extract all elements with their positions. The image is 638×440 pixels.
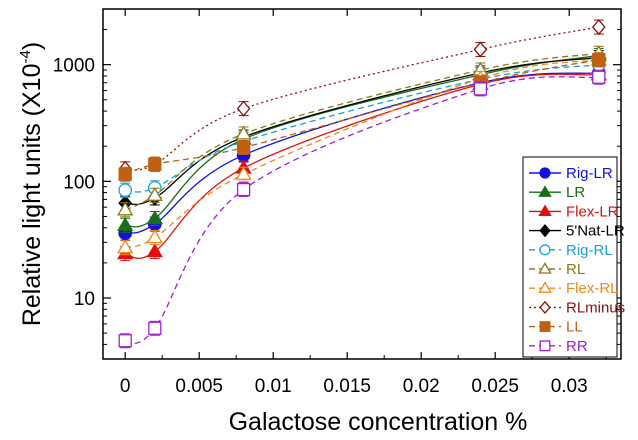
legend-label: 5'Nat-LR [566, 223, 625, 240]
x-tick-label: 0.015 [323, 376, 371, 397]
legend-label: RLminus [566, 299, 625, 316]
legend-marker [539, 321, 551, 333]
y-axis-label-exponent: -4 [17, 50, 34, 63]
data-point [592, 53, 606, 67]
legend-marker [538, 204, 552, 217]
data-point [146, 229, 163, 244]
legend-marker [539, 167, 551, 179]
legend-marker [539, 244, 551, 256]
legend-marker [538, 185, 552, 197]
legend: Rig-LR LR Flex-LR 5'Nat-LR Rig-RL RL Flex-RL RL… [522, 156, 625, 358]
x-tick-label: 0.02 [403, 376, 440, 397]
legend-marker [539, 224, 551, 238]
data-point [146, 210, 163, 225]
data-point [591, 19, 606, 36]
plot-frame [102, 8, 622, 360]
legend-marker [538, 281, 552, 293]
data-point [148, 157, 162, 171]
data-point [148, 321, 162, 335]
series-layer [117, 19, 607, 349]
x-tick-label: 0.005 [175, 376, 223, 397]
data-point [146, 186, 163, 201]
data-point [117, 239, 134, 254]
data-point [592, 70, 606, 84]
data-point [118, 183, 133, 198]
legend-label: LL [566, 319, 583, 336]
legend-marker [538, 262, 552, 274]
data-point [118, 167, 132, 181]
legend-label: LR [566, 184, 585, 201]
data-point [117, 216, 134, 231]
data-point [235, 125, 252, 140]
series-ll [118, 52, 606, 182]
x-tick-label: 0 [120, 376, 131, 397]
legend-marker [539, 300, 551, 314]
data-point [235, 165, 252, 180]
legend-label: Rig-RL [566, 242, 613, 259]
data-point [146, 243, 163, 258]
x-tick-label: 0.01 [255, 376, 292, 397]
legend-label: Flex-LR [566, 203, 619, 220]
data-point [118, 334, 132, 348]
data-point [117, 201, 134, 216]
y-axis-label-main: Relative light units (X10 [18, 64, 46, 327]
series-rr [118, 69, 606, 349]
x-axis-label: Galactose concentration % [229, 408, 528, 436]
x-tick-label: 0.03 [551, 376, 588, 397]
y-tick-label: 100 [63, 172, 95, 193]
legend-label: Flex-RL [566, 280, 619, 297]
legend-box [522, 156, 618, 358]
data-point [236, 140, 251, 155]
data-point [236, 182, 251, 197]
x-tick-label: 0.025 [471, 376, 519, 397]
legend-label: Rig-LR [566, 165, 613, 182]
y-tick-label: 10 [74, 289, 95, 310]
data-point [236, 100, 251, 117]
data-point [473, 82, 488, 96]
legend-marker [539, 340, 551, 352]
y-axis-label: Relative light units (X10-4) [17, 42, 46, 326]
data-point [473, 41, 488, 58]
legend-label: RL [566, 261, 585, 278]
y-tick-label: 1000 [53, 56, 95, 77]
legend-label: RR [566, 338, 588, 355]
y-axis-label-close: ) [18, 42, 46, 50]
series-rlminus [118, 19, 606, 177]
